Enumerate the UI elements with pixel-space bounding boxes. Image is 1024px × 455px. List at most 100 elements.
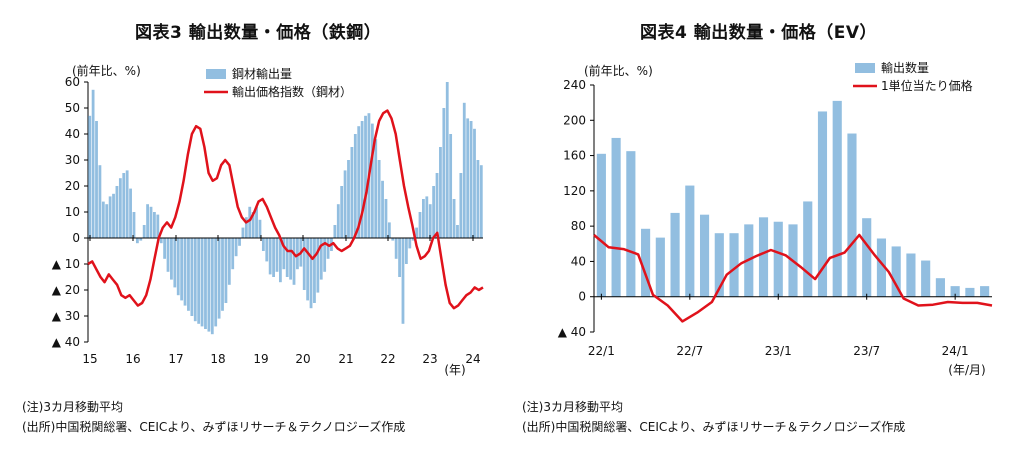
ev-volume-bar (935, 278, 945, 297)
steel-volume-bar (449, 134, 453, 238)
steel-volume-bar (231, 238, 235, 270)
chart-title-ev: 図表4 輸出数量・価格（EV） (640, 23, 878, 43)
steel-volume-bar (224, 238, 228, 303)
y-tick-label: 50 (65, 101, 80, 115)
steel-volume-bar (418, 212, 422, 238)
legend-label-volume: 鋼材輸出量 (232, 66, 292, 81)
steel-volume-bar (282, 238, 286, 270)
steel-volume-bar (445, 82, 449, 238)
x-tick-label: 23/1 (765, 344, 792, 358)
steel-volume-bar (404, 238, 408, 264)
steel-volume-bar (415, 227, 419, 238)
y-tick-label: 0 (72, 231, 80, 245)
steel-volume-bar (309, 238, 313, 309)
steel-chart-panel: 図表3 輸出数量・価格（鉄鋼） (前年比、%) 60 50 40 30 20 10 0 ▲ 10… (22, 23, 484, 434)
steel-price-index-line (87, 109, 484, 310)
steel-volume-bar (221, 238, 224, 311)
steel-volume-bar (132, 212, 136, 238)
steel-volume-bar (176, 238, 180, 296)
legend-swatch-volume (855, 63, 875, 73)
ev-volume-bar (641, 228, 651, 297)
steel-volume-bar (289, 238, 293, 280)
ev-volume-bar (670, 212, 680, 297)
steel-volume-bar (296, 238, 299, 270)
x-tick-label: 23/7 (853, 344, 880, 358)
x-tick-label: 24 (465, 352, 480, 366)
steel-volume-bar (466, 118, 470, 238)
steel-volume-bar (401, 238, 405, 324)
note-right: (注)3カ月移動平均 (522, 400, 623, 414)
y-tick-label: ▲ 30 (52, 309, 80, 323)
x-tick-label: 20 (295, 352, 310, 366)
y-tick-label: 120 (563, 184, 586, 198)
steel-volume-bar (292, 238, 296, 285)
steel-volume-bar (265, 238, 269, 262)
steel-volume-bar (469, 121, 473, 238)
steel-volume-bar (112, 193, 115, 238)
ev-volume-bar (596, 153, 606, 297)
x-tick-label: 16 (125, 352, 140, 366)
steel-volume-bar (217, 238, 221, 319)
source-right: (出所)中国税関総署、CEICより、みずほリサーチ＆テクノロジーズ作成 (522, 420, 906, 434)
steel-volume-bar (91, 89, 95, 238)
steel-volume-bar (234, 238, 238, 257)
steel-volume-bar (381, 180, 384, 238)
ev-volume-bar (817, 111, 828, 297)
steel-volume-bar (135, 238, 139, 244)
steel-volume-bar (95, 121, 98, 238)
steel-volume-bar (350, 147, 354, 238)
steel-volume-bar (197, 238, 201, 324)
steel-volume-bar (238, 238, 241, 246)
steel-volume-bar (170, 238, 173, 280)
y-axis-label: (前年比、%) (72, 63, 141, 78)
steel-volume-bar (285, 238, 289, 277)
steel-volume-bar (275, 238, 279, 272)
legend-label-volume: 輸出数量 (881, 60, 929, 75)
steel-volume-bar (476, 160, 480, 238)
steel-volume-bar (118, 178, 122, 238)
y-tick-label: 160 (563, 149, 586, 163)
ev-volume-bar (906, 253, 916, 297)
steel-volume-bar (425, 196, 429, 238)
steel-volume-bar (159, 238, 163, 244)
y-tick-label: 30 (65, 153, 80, 167)
y-tick-label: 240 (563, 78, 586, 92)
steel-volume-bar (139, 238, 143, 241)
ev-volume-bar (847, 133, 857, 297)
x-tick-label: 22/7 (676, 344, 703, 358)
steel-volume-bar (88, 115, 92, 238)
steel-volume-bar (370, 123, 374, 238)
steel-volume-bar (166, 238, 170, 272)
ev-volume-bar (655, 237, 665, 297)
steel-volume-bar (452, 199, 456, 238)
steel-volume-bar (251, 212, 255, 238)
steel-volume-bar (173, 238, 177, 288)
source-left: (出所)中国税関総署、CEICより、みずほリサーチ＆テクノロジーズ作成 (22, 420, 406, 434)
steel-volume-bar (377, 160, 381, 238)
ev-volume-bar (611, 137, 621, 297)
y-axis-label: (前年比、%) (584, 63, 653, 78)
steel-volume-bar (462, 102, 466, 238)
steel-volume-bar (152, 212, 156, 238)
x-tick-label: 15 (82, 352, 97, 366)
steel-volume-bar (364, 115, 367, 238)
steel-volume-bar (357, 126, 361, 238)
steel-volume-bar (248, 206, 252, 238)
legend-swatch-volume (206, 69, 226, 79)
steel-volume-bar (479, 165, 483, 238)
x-tick-label: 23 (422, 352, 437, 366)
steel-volume-bar (207, 238, 211, 332)
x-axis-unit: (年) (444, 363, 465, 377)
y-tick-label: ▲ 10 (52, 257, 80, 271)
steel-volume-bar (313, 238, 316, 303)
legend-label-price: 輸出価格指数（鋼材） (232, 84, 352, 99)
steel-volume-bar (306, 238, 310, 301)
ev-volume-bar (758, 217, 769, 297)
steel-volume-bar (125, 170, 129, 238)
ev-volume-bar (773, 221, 783, 297)
steel-volume-bar (200, 238, 204, 327)
ev-volume-bar (803, 201, 813, 297)
steel-volume-bar (432, 186, 436, 238)
steel-volume-bar (473, 128, 476, 238)
steel-volume-bar (163, 238, 167, 259)
